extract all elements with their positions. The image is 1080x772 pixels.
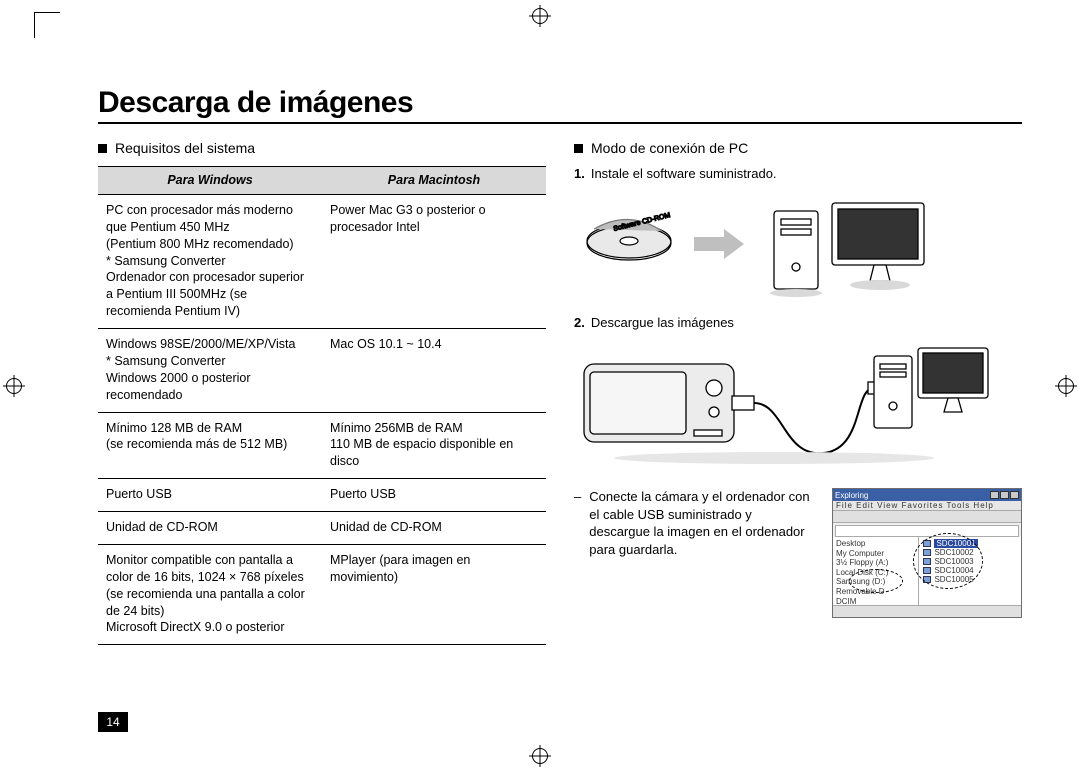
illustration-install-software: Software CD-ROM [574, 189, 1022, 299]
step-text: Descargue las imágenes [591, 315, 734, 330]
cell-win: Unidad de CD-ROM [98, 512, 322, 545]
explorer-statusbar [833, 605, 1021, 617]
explorer-address-bar [835, 525, 1019, 537]
close-icon [1010, 491, 1019, 499]
table-header-mac: Para Macintosh [322, 167, 546, 195]
table-row: Unidad de CD-ROM Unidad de CD-ROM [98, 512, 546, 545]
crop-mark-top-left [34, 12, 60, 38]
cell-win: Puerto USB [98, 479, 322, 512]
cell-win: Mínimo 128 MB de RAM (se recomienda más … [98, 412, 322, 479]
section-heading-text: Modo de conexión de PC [591, 140, 748, 156]
cell-win: Windows 98SE/2000/ME/XP/Vista * Samsung … [98, 329, 322, 413]
step-2: 2. Descargue las imágenes [574, 315, 1022, 330]
page-number: 14 [106, 715, 119, 729]
explorer-titlebar: Exploring [833, 489, 1021, 501]
cell-mac: MPlayer (para imagen en movimiento) [322, 544, 546, 644]
substep-text: Conecte la cámara y el ordenador con el … [589, 488, 814, 558]
page-title: Descarga de imágenes [98, 86, 1022, 124]
explorer-menubar: File Edit View Favorites Tools Help [833, 501, 1021, 511]
substep-connect-camera: – Conecte la cámara y el ordenador con e… [574, 488, 814, 558]
highlight-ring-icon [913, 533, 983, 589]
bullet-square-icon [98, 144, 107, 153]
cell-win: PC con procesador más moderno que Pentiu… [98, 194, 322, 328]
cell-mac: Mínimo 256MB de RAM 110 MB de espacio di… [322, 412, 546, 479]
step-text: Instale el software suministrado. [591, 166, 777, 181]
table-row: Puerto USB Puerto USB [98, 479, 546, 512]
dash-bullet: – [574, 488, 581, 558]
system-requirements-table: Para Windows Para Macintosh PC con proce… [98, 166, 546, 645]
explorer-file-list: SDC10001 SDC10002 SDC10003 SDC10004 SDC1… [919, 537, 1021, 605]
table-row: PC con procesador más moderno que Pentiu… [98, 194, 546, 328]
explorer-title: Exploring [835, 491, 868, 500]
step-1: 1. Instale el software suministrado. [574, 166, 1022, 181]
table-row: Mínimo 128 MB de RAM (se recomienda más … [98, 412, 546, 479]
cell-mac: Power Mac G3 o posterior o procesador In… [322, 194, 546, 328]
registration-mark-top [532, 8, 548, 24]
maximize-icon [1000, 491, 1009, 499]
table-header-windows: Para Windows [98, 167, 322, 195]
registration-mark-left [6, 378, 22, 394]
table-row: Monitor compatible con pantalla a color … [98, 544, 546, 644]
page-number-badge: 14 [98, 712, 128, 732]
page-content: Descarga de imágenes Requisitos del sist… [98, 86, 1022, 732]
cell-mac: Unidad de CD-ROM [322, 512, 546, 545]
cell-mac: Mac OS 10.1 ~ 10.4 [322, 329, 546, 413]
cell-win: Monitor compatible con pantalla a color … [98, 544, 322, 644]
bullet-square-icon [574, 144, 583, 153]
explorer-toolbar [833, 511, 1021, 523]
cell-mac: Puerto USB [322, 479, 546, 512]
step-number: 2. [574, 315, 585, 330]
section-heading-requirements: Requisitos del sistema [98, 140, 546, 156]
explorer-screenshot: Exploring File Edit View Favorites Tools… [832, 488, 1022, 618]
illustration-download-images [574, 338, 1022, 468]
registration-mark-bottom [532, 748, 548, 764]
section-heading-connection: Modo de conexión de PC [574, 140, 1022, 156]
step-number: 1. [574, 166, 585, 181]
table-row: Windows 98SE/2000/ME/XP/Vista * Samsung … [98, 329, 546, 413]
left-column: Requisitos del sistema Para Windows Para… [98, 134, 546, 645]
substep-row: – Conecte la cámara y el ordenador con e… [574, 488, 1022, 618]
registration-mark-right [1058, 378, 1074, 394]
section-heading-text: Requisitos del sistema [115, 140, 255, 156]
minimize-icon [990, 491, 999, 499]
right-column: Modo de conexión de PC 1. Instale el sof… [574, 134, 1022, 645]
highlight-ring-icon [849, 569, 903, 593]
